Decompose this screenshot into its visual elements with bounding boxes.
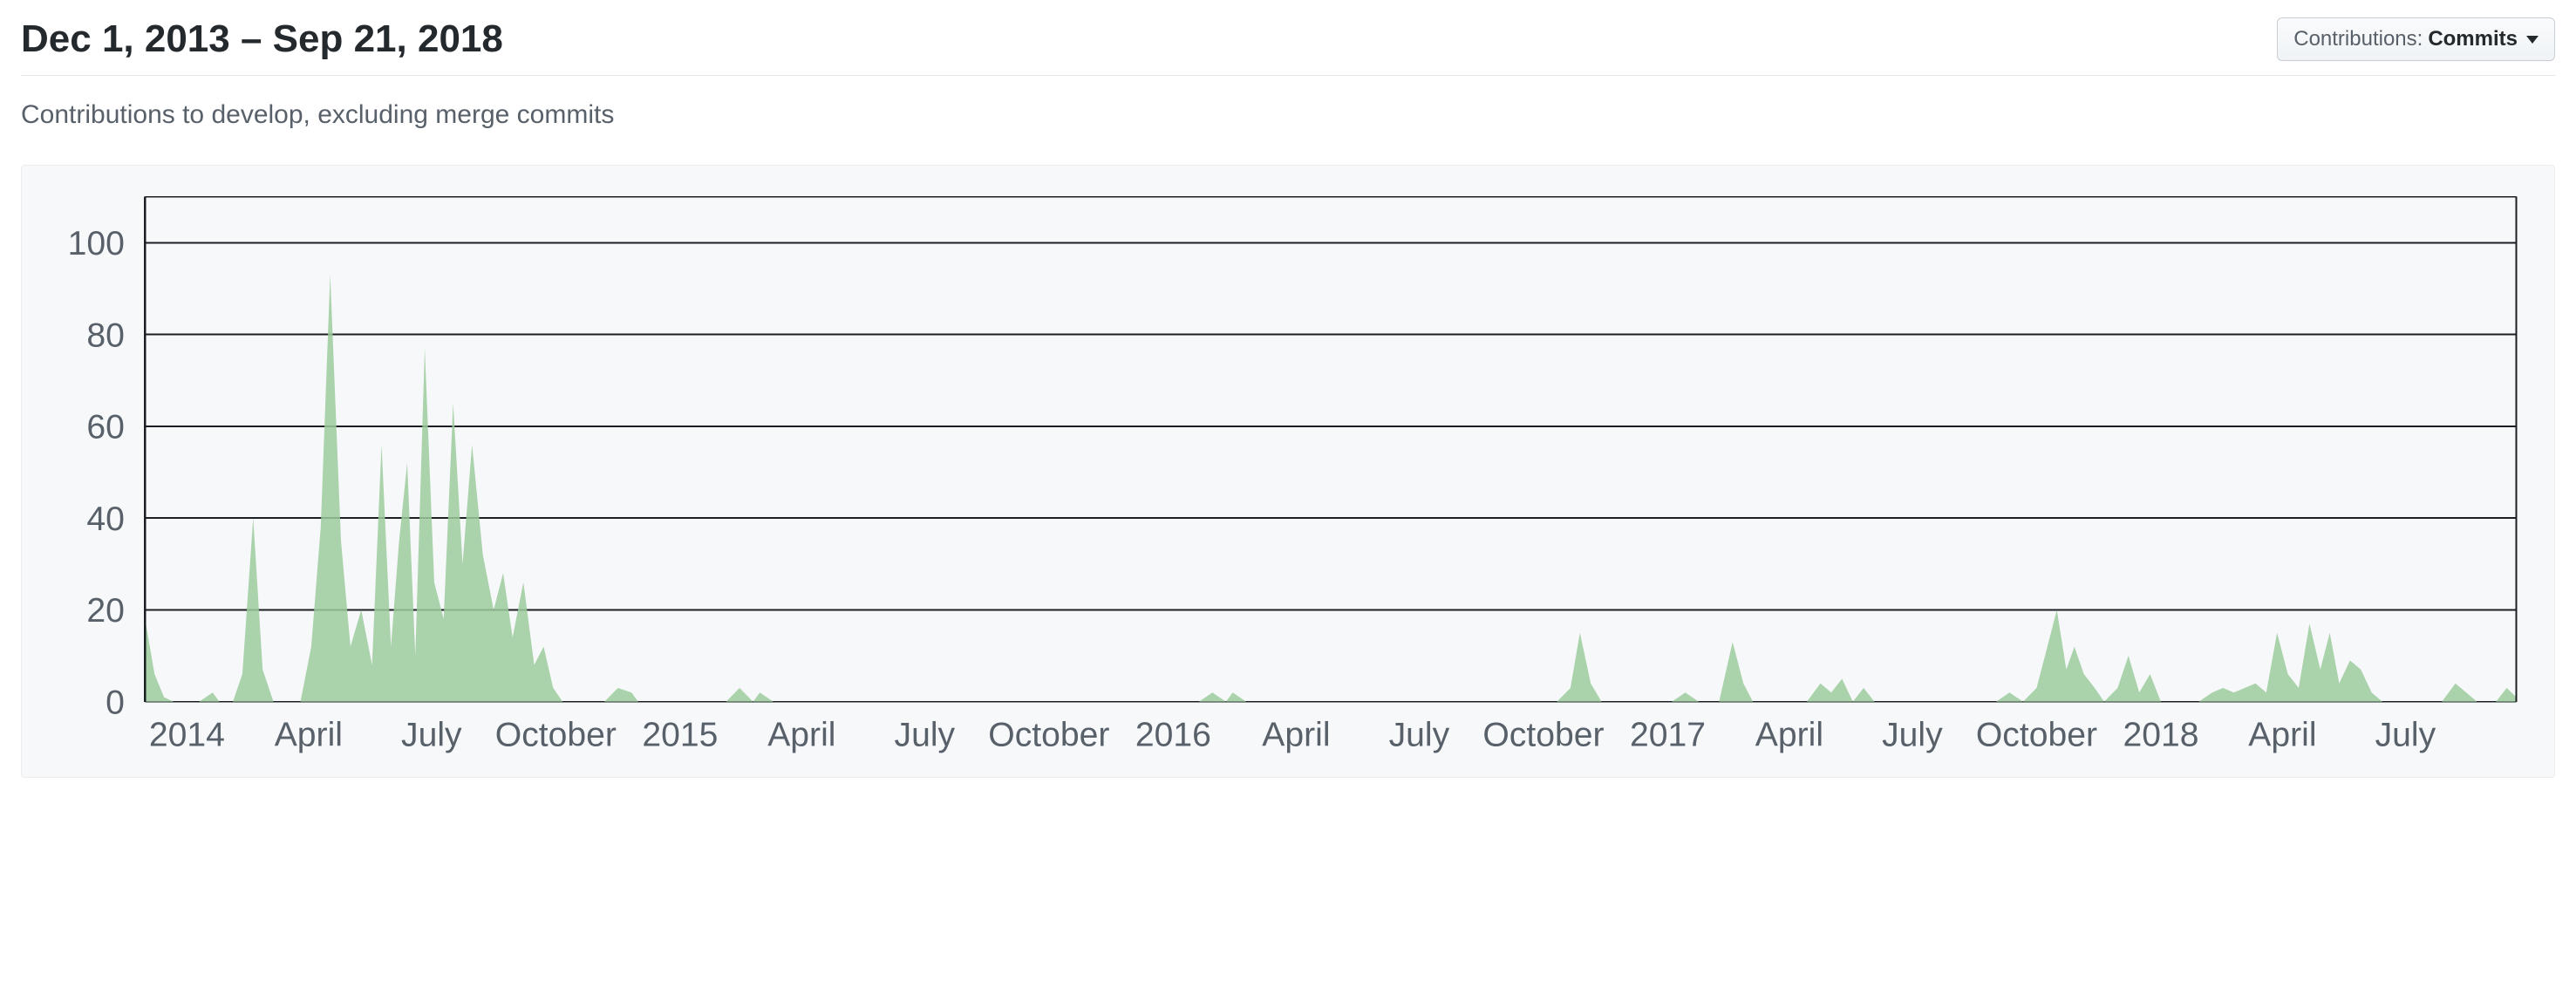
header-row: Dec 1, 2013 – Sep 21, 2018 Contributions… bbox=[21, 17, 2555, 76]
svg-text:20: 20 bbox=[86, 592, 125, 630]
svg-text:100: 100 bbox=[68, 225, 125, 262]
svg-text:July: July bbox=[895, 717, 956, 754]
page-title: Dec 1, 2013 – Sep 21, 2018 bbox=[21, 17, 503, 61]
svg-text:July: July bbox=[1389, 717, 1450, 754]
chart-panel: 0 20 40 60 80 100 2014 April July October 2015 Apri… bbox=[21, 165, 2555, 778]
svg-text:October: October bbox=[495, 717, 617, 754]
svg-text:October: October bbox=[988, 717, 1109, 754]
dropdown-value: Commits bbox=[2428, 27, 2518, 51]
svg-text:October: October bbox=[1482, 717, 1604, 754]
svg-text:July: July bbox=[2375, 717, 2436, 754]
svg-text:April: April bbox=[767, 717, 835, 754]
svg-text:60: 60 bbox=[86, 409, 125, 446]
svg-text:July: July bbox=[401, 717, 462, 754]
chart-subtitle: Contributions to develop, excluding merg… bbox=[21, 100, 2555, 130]
contributions-dropdown[interactable]: Contributions: Commits bbox=[2277, 17, 2555, 61]
svg-text:80: 80 bbox=[86, 317, 125, 354]
svg-text:2016: 2016 bbox=[1135, 717, 1211, 754]
svg-text:0: 0 bbox=[106, 684, 125, 721]
svg-text:40: 40 bbox=[86, 500, 125, 538]
svg-text:2017: 2017 bbox=[1630, 717, 1706, 754]
svg-text:April: April bbox=[1755, 717, 1823, 754]
svg-text:April: April bbox=[275, 717, 343, 754]
svg-text:2018: 2018 bbox=[2123, 717, 2198, 754]
svg-text:July: July bbox=[1882, 717, 1943, 754]
svg-text:2014: 2014 bbox=[149, 717, 225, 754]
svg-text:October: October bbox=[1976, 717, 2097, 754]
svg-text:2015: 2015 bbox=[642, 717, 718, 754]
svg-text:April: April bbox=[1262, 717, 1330, 754]
dropdown-label: Contributions: bbox=[2293, 27, 2423, 51]
svg-text:April: April bbox=[2248, 717, 2316, 754]
contributions-area-chart: 0 20 40 60 80 100 2014 April July October 2015 Apri… bbox=[43, 187, 2533, 766]
caret-down-icon bbox=[2526, 36, 2539, 44]
